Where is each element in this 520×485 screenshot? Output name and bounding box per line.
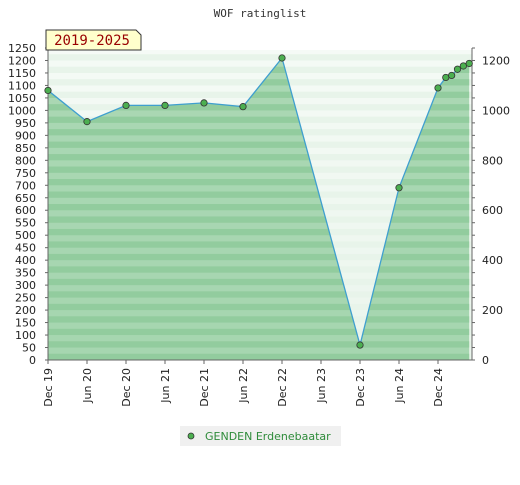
right-tick-label: 1200 [482, 54, 510, 67]
area-stripe [48, 303, 470, 311]
area-stripe [48, 278, 470, 286]
area-stripe [48, 316, 470, 323]
left-tick-label: 1000 [8, 104, 36, 117]
data-point[interactable] [465, 59, 473, 68]
left-tick-label: 500 [15, 229, 36, 242]
area-stripe [48, 216, 470, 223]
data-point[interactable] [239, 103, 247, 111]
left-tick-label: 1050 [8, 92, 36, 105]
left-tick-label: 950 [15, 117, 36, 130]
x-tick-label: Dec 23 [354, 368, 367, 407]
data-point[interactable] [122, 101, 130, 110]
left-tick-label: 350 [15, 267, 36, 280]
area-stripe [48, 253, 470, 261]
data-point[interactable] [453, 65, 462, 73]
data-point[interactable] [448, 71, 456, 80]
grid-band [48, 72, 472, 80]
x-tick-label: Dec 24 [432, 368, 445, 407]
area-stripe [48, 191, 470, 198]
data-point[interactable] [161, 101, 169, 110]
area-stripe [48, 241, 470, 248]
right-axis: 0 200 400 600 800 1000 1200 [472, 47, 510, 367]
area-stripe [48, 341, 470, 348]
left-axis: 0501001502002503003504004505005506006507… [8, 42, 48, 367]
right-tick-label: 800 [482, 154, 503, 167]
left-tick-label: 1200 [8, 54, 36, 67]
period-badge-box [45, 29, 142, 51]
x-tick-label: Dec 19 [42, 368, 55, 407]
left-tick-label: 250 [15, 292, 36, 305]
area-stripe [48, 116, 470, 123]
x-tick-label: Dec 22 [276, 368, 289, 407]
left-tick-label: 200 [15, 304, 36, 317]
data-point[interactable] [44, 86, 52, 95]
period-badge: 2019-2025 [45, 29, 142, 51]
period-badge-text: 2019-2025 [54, 33, 130, 49]
area-stripe [48, 204, 470, 211]
grid-band [48, 60, 472, 67]
chart-title: WOF ratinglist [214, 7, 307, 20]
left-tick-label: 700 [15, 179, 36, 192]
area-stripe [48, 228, 470, 236]
x-tick-label: Jun 24 [393, 368, 406, 404]
area-stripe [48, 291, 470, 298]
left-tick-label: 900 [15, 129, 36, 142]
area-stripe [48, 141, 470, 148]
area-stripe [48, 328, 470, 336]
left-tick-label: 150 [15, 317, 36, 330]
left-tick-label: 450 [15, 242, 36, 255]
left-tick-label: 650 [15, 192, 36, 205]
x-tick-label: Jun 21 [159, 368, 172, 404]
grid-band [48, 48, 472, 55]
area-stripe [48, 353, 470, 360]
legend-box [180, 426, 341, 446]
left-tick-label: 600 [15, 204, 36, 217]
data-point[interactable] [459, 62, 467, 70]
legend[interactable]: GENDEN Erdenebaatar [180, 426, 341, 446]
data-point[interactable] [83, 118, 91, 126]
data-point[interactable] [200, 99, 208, 107]
data-point[interactable] [442, 73, 450, 82]
area-stripe [48, 154, 470, 161]
left-tick-label: 550 [15, 217, 36, 230]
left-tick-label: 1250 [8, 42, 36, 55]
area-stripe [48, 166, 470, 173]
legend-label: GENDEN Erdenebaatar [205, 430, 331, 443]
legend-marker [187, 432, 195, 440]
x-tick-label: Jun 22 [237, 368, 250, 404]
x-tick-label: Jun 20 [81, 368, 94, 404]
axes-layer [47, 48, 473, 361]
x-tick-label: Jun 23 [315, 368, 328, 404]
left-tick-label: 50 [22, 342, 36, 355]
left-tick-label: 750 [15, 167, 36, 180]
area-stripe [48, 104, 470, 111]
area-stripe [48, 91, 470, 98]
x-axis: Dec 19 Jun 20 Dec 20 Jun 21 Dec 21 Jun 22 Dec … [42, 360, 445, 407]
data-point[interactable] [434, 84, 442, 92]
x-tick-label: Dec 20 [120, 368, 133, 407]
right-tick-label: 400 [482, 254, 503, 267]
x-tick-label: Dec 21 [198, 368, 211, 407]
right-tick-label: 600 [482, 204, 503, 217]
left-tick-label: 800 [15, 154, 36, 167]
data-point[interactable] [395, 184, 403, 192]
area-stripe [48, 179, 470, 186]
data-point[interactable] [356, 341, 364, 349]
left-tick-label: 850 [15, 142, 36, 155]
area-stripe [48, 129, 470, 136]
left-tick-label: 1150 [8, 67, 36, 80]
right-tick-label: 0 [482, 354, 489, 367]
series-layer [44, 54, 473, 349]
left-tick-label: 0 [29, 354, 36, 367]
right-tick-label: 1000 [482, 104, 510, 117]
right-tick-label: 200 [482, 304, 503, 317]
left-tick-label: 100 [15, 329, 36, 342]
area-stripe [48, 266, 470, 273]
left-tick-label: 400 [15, 254, 36, 267]
data-point[interactable] [278, 54, 286, 62]
left-tick-label: 1100 [8, 79, 36, 92]
left-tick-label: 300 [15, 279, 36, 292]
